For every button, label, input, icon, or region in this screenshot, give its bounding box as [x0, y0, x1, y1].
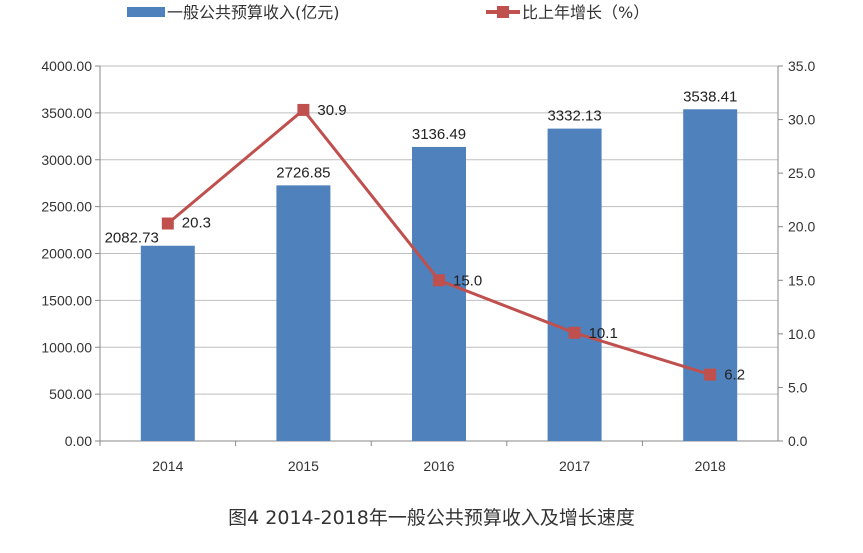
line-marker — [433, 274, 445, 287]
right-tick-label: 10.0 — [788, 326, 815, 342]
x-tick-label: 2017 — [559, 458, 590, 474]
bar — [276, 185, 331, 441]
x-tick-label: 2016 — [423, 458, 454, 474]
line-marker — [161, 217, 174, 230]
x-tick-label: 2015 — [288, 458, 319, 474]
bar-data-label: 2082.73 — [105, 230, 159, 247]
bar-data-label: 3538.41 — [683, 88, 737, 105]
bar — [547, 128, 602, 442]
bar-data-label: 2726.85 — [276, 164, 330, 181]
line-data-label: 15.0 — [453, 272, 482, 289]
line-marker — [297, 103, 310, 116]
line-marker — [704, 368, 717, 381]
bar — [412, 146, 466, 442]
left-tick-label: 4000.00 — [41, 58, 92, 74]
left-tick-label: 3500.00 — [41, 105, 92, 121]
left-tick-label: 1500.00 — [41, 292, 92, 308]
line-data-label: 30.9 — [317, 102, 346, 119]
left-tick-label: 2000.00 — [41, 246, 92, 262]
left-tick-label: 2500.00 — [41, 199, 92, 215]
x-tick-label: 2018 — [695, 458, 726, 474]
bar — [140, 245, 195, 441]
x-tick-label: 2014 — [152, 458, 183, 474]
right-tick-label: 5.0 — [788, 379, 808, 395]
line-data-label: 6.2 — [724, 367, 745, 384]
right-tick-label: 35.0 — [788, 58, 815, 74]
right-tick-label: 15.0 — [788, 272, 815, 288]
left-tick-label: 1000.00 — [41, 339, 92, 355]
line-marker — [568, 326, 581, 339]
bar-data-label: 3136.49 — [412, 126, 466, 143]
legend-line-marker — [497, 6, 509, 18]
left-tick-label: 500.00 — [49, 386, 92, 402]
left-tick-label: 3000.00 — [41, 152, 92, 168]
bar-data-label: 3332.13 — [547, 108, 601, 125]
legend-line-label: 比上年增长（%） — [522, 3, 649, 22]
right-tick-label: 20.0 — [788, 219, 815, 235]
right-tick-label: 30.0 — [788, 112, 815, 128]
right-tick-label: 0.0 — [788, 433, 808, 449]
line-data-label: 20.3 — [182, 215, 211, 232]
legend-bar-swatch — [127, 7, 165, 17]
left-tick-label: 0.00 — [65, 433, 92, 449]
legend-bar-label: 一般公共预算收入(亿元) — [167, 3, 340, 22]
line-data-label: 10.1 — [589, 325, 618, 342]
bar — [683, 109, 738, 442]
right-tick-label: 25.0 — [788, 165, 815, 181]
chart-caption: 图4 2014-2018年一般公共预算收入及增长速度 — [228, 507, 635, 529]
